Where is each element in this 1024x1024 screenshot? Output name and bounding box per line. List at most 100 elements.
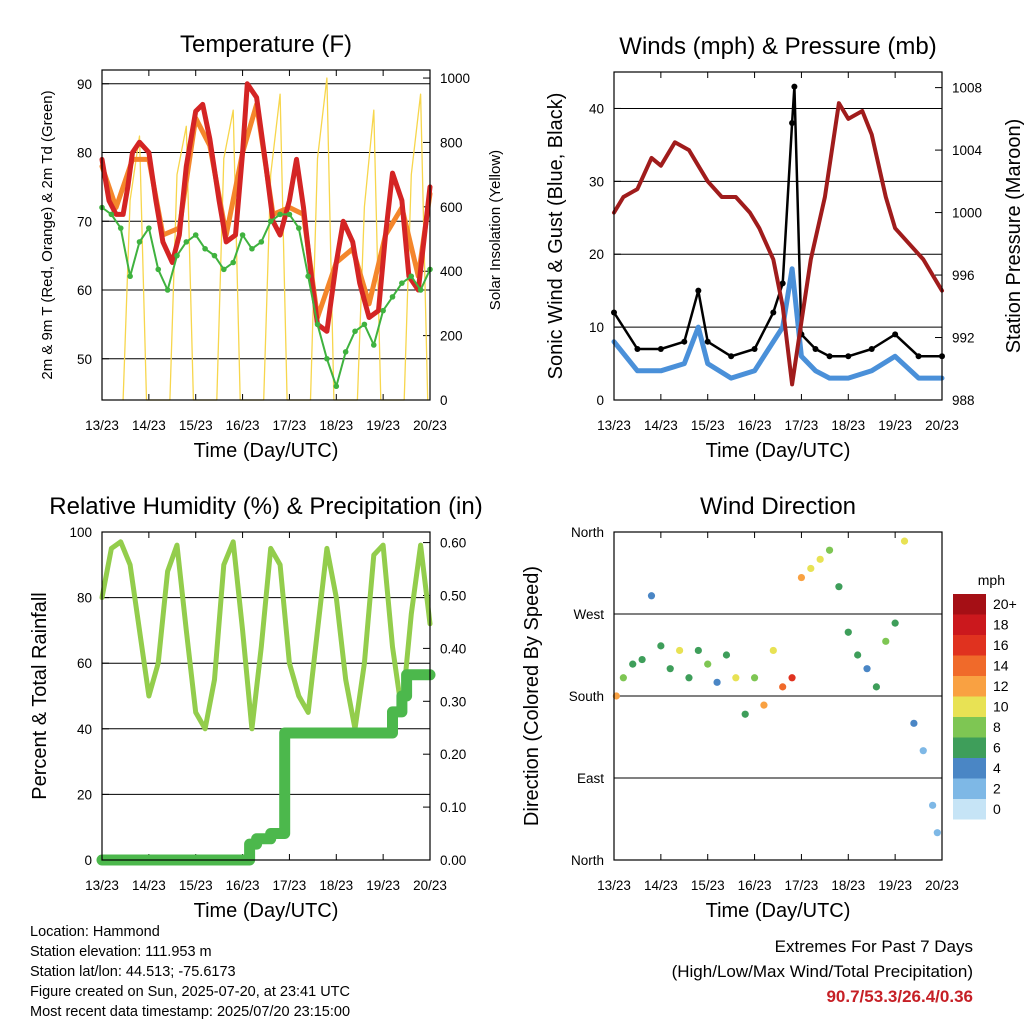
wind-xtick-label: 20/23 xyxy=(925,418,959,433)
dewpoint-line xyxy=(101,206,431,388)
wind-direction-point xyxy=(844,628,852,636)
wind-ytick-label: 20 xyxy=(589,247,604,262)
rh-plot-frame xyxy=(101,531,431,861)
wind-direction-point xyxy=(769,646,777,655)
wind-direction-point xyxy=(694,646,702,655)
wind-xtick-label: 14/23 xyxy=(644,418,678,433)
station-location: Location: Hammond xyxy=(30,924,160,940)
colorbar-label: 0 xyxy=(993,801,1001,817)
wind-direction-point xyxy=(704,660,712,668)
dir-xtick-label: 16/23 xyxy=(738,878,772,893)
wind-ytick-label: 10 xyxy=(589,320,604,335)
relative-humidity-line xyxy=(99,539,433,732)
rh-y2tick-label: 0.60 xyxy=(440,536,466,551)
rh-y2tick-label: 0.00 xyxy=(440,853,466,868)
wind-direction-point xyxy=(666,665,674,673)
temp-y2tick-label: 600 xyxy=(440,200,463,215)
wind-direction-point xyxy=(835,583,843,591)
colorbar-label: 12 xyxy=(993,678,1009,694)
dir-xtick-label: 19/23 xyxy=(878,878,912,893)
colorbar-label: 4 xyxy=(993,760,1001,776)
temp-ytick-label: 90 xyxy=(77,77,92,92)
wind-direction-point xyxy=(919,747,927,755)
colorbar-swatch xyxy=(953,635,986,656)
colorbar-title: mph xyxy=(978,572,1005,588)
colorbar-label: 6 xyxy=(993,740,1001,756)
dir-xlabel: Time (Day/UTC) xyxy=(706,900,851,922)
dir-ytick-label: West xyxy=(573,607,604,622)
station-info: Location: Hammond Station elevation: 111… xyxy=(30,922,350,1022)
temp-ylabel-left: 2m & 9m T (Red, Orange) & 2m Td (Green) xyxy=(39,90,56,379)
colorbar-label: 2 xyxy=(993,781,1001,797)
temp-ytick-label: 50 xyxy=(77,352,92,367)
wind-direction-point xyxy=(779,683,787,691)
rh-ytick-label: 60 xyxy=(77,656,92,671)
wind-ylabel-right: Station Pressure (Maroon) xyxy=(1003,119,1024,354)
wind-y2tick-label: 1008 xyxy=(952,81,982,96)
dir-ytick-label: East xyxy=(577,771,604,786)
rh-xtick-label: 14/23 xyxy=(132,878,166,893)
dir-xtick-label: 17/23 xyxy=(785,878,819,893)
colorbar-swatch xyxy=(953,655,986,676)
wind-direction-point xyxy=(900,537,909,545)
gust-line xyxy=(612,85,944,358)
temp-xtick-label: 19/23 xyxy=(366,418,400,433)
wind-direction-point xyxy=(910,719,918,727)
temp-xtick-label: 14/23 xyxy=(132,418,166,433)
temp-ytick-label: 60 xyxy=(77,283,92,298)
temp-y2tick-label: 1000 xyxy=(440,71,470,86)
wind-direction-point xyxy=(685,674,693,682)
rh-y2tick-label: 0.40 xyxy=(440,641,466,656)
temp-y2tick-label: 0 xyxy=(440,393,448,408)
temp-xtick-label: 15/23 xyxy=(179,418,213,433)
dir-xtick-label: 15/23 xyxy=(691,878,725,893)
wind-ylabel-left: Sonic Wind & Gust (Blue, Black) xyxy=(545,93,567,380)
station-elevation: Station elevation: 111.953 m xyxy=(30,944,212,960)
wind-direction-point xyxy=(713,678,721,686)
colorbar-swatch xyxy=(953,717,986,738)
station-pressure-line xyxy=(612,101,944,387)
temp-xtick-label: 17/23 xyxy=(273,418,307,433)
wind-y2tick-label: 1000 xyxy=(952,206,982,221)
wind-direction-point xyxy=(929,801,937,809)
temp-2m-line xyxy=(99,81,433,334)
temp-xtick-label: 20/23 xyxy=(413,418,447,433)
dir-xtick-label: 20/23 xyxy=(925,878,959,893)
temp-xlabel: Time (Day/UTC) xyxy=(194,440,339,462)
wind-xlabel: Time (Day/UTC) xyxy=(706,440,851,462)
total-precipitation-line xyxy=(96,669,436,866)
temp-y2tick-label: 200 xyxy=(440,329,463,344)
temp-ytick-label: 80 xyxy=(77,146,92,161)
colorbar-label: 18 xyxy=(993,617,1009,633)
wind-direction-point xyxy=(933,829,941,837)
colorbar-label: 20+ xyxy=(993,596,1017,612)
station-latlon: Station lat/lon: 44.513; -75.6173 xyxy=(30,964,236,980)
temp-xtick-label: 13/23 xyxy=(85,418,119,433)
wind-direction-point xyxy=(741,710,749,718)
rh-xtick-label: 13/23 xyxy=(85,878,119,893)
rh-xtick-label: 17/23 xyxy=(273,878,307,893)
rh-title: Relative Humidity (%) & Precipitation (i… xyxy=(49,493,482,520)
rh-ytick-label: 80 xyxy=(77,591,92,606)
wind-direction-point xyxy=(629,660,637,668)
wind-direction-point xyxy=(825,546,834,554)
extremes-box: Extremes For Past 7 Days (High/Low/Max W… xyxy=(672,934,973,1009)
dir-title: Wind Direction xyxy=(700,493,856,520)
wind-xtick-label: 18/23 xyxy=(831,418,865,433)
colorbar-label: 8 xyxy=(993,719,1001,735)
rh-y2tick-label: 0.50 xyxy=(440,588,466,603)
temp-y2tick-label: 400 xyxy=(440,264,463,279)
wind-xtick-label: 17/23 xyxy=(785,418,819,433)
temp-plot-frame xyxy=(101,69,431,401)
dir-xtick-label: 18/23 xyxy=(831,878,865,893)
wind-direction-point xyxy=(760,701,768,709)
dir-ytick-label: North xyxy=(571,525,604,540)
wind-xtick-label: 19/23 xyxy=(878,418,912,433)
wind-xtick-label: 16/23 xyxy=(738,418,772,433)
colorbar-swatch xyxy=(953,614,986,635)
extremes-title: Extremes For Past 7 Days xyxy=(774,937,973,956)
wind-xtick-label: 13/23 xyxy=(597,418,631,433)
wind-direction-point xyxy=(722,651,731,659)
wind-direction-point xyxy=(854,651,862,659)
